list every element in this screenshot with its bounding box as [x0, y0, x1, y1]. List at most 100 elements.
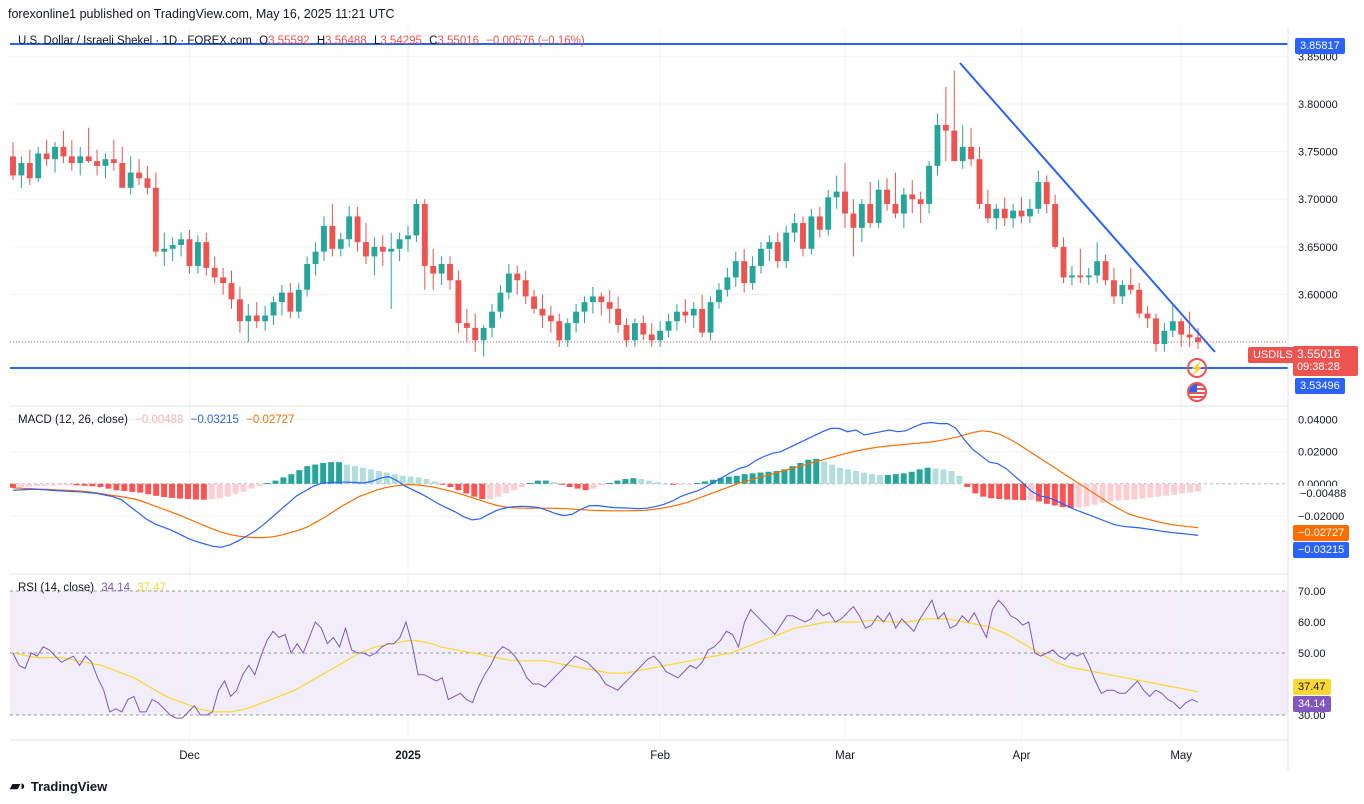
candle-body — [816, 216, 823, 230]
macd-histogram-bar — [876, 474, 883, 484]
symbol-title[interactable]: U.S. Dollar / Israeli Shekel · 1D · FORE… — [18, 35, 252, 47]
symbol-legend[interactable]: U.S. Dollar / Israeli Shekel · 1D · FORE… — [18, 35, 589, 47]
rsi-legend[interactable]: RSI (14, close) 34.14 37.47 — [18, 582, 170, 594]
macd-histogram-bar — [431, 481, 438, 484]
macd-histogram-bar — [351, 466, 358, 484]
candle-body — [934, 124, 941, 166]
candle-body — [682, 311, 689, 316]
macd-histogram-bar — [900, 473, 907, 484]
footer-brand[interactable]: ▰◗ TradingView — [10, 778, 107, 794]
macd-histogram-bar — [701, 481, 708, 484]
candle-body — [85, 156, 92, 162]
price-axis-label: 3.70000 — [1298, 194, 1338, 206]
macd-histogram-bar — [280, 477, 287, 484]
macd-pane[interactable] — [10, 421, 1201, 548]
low-value: 3.54295 — [380, 35, 422, 47]
flag-canton — [1189, 384, 1197, 392]
macd-axis-label: 0.04000 — [1298, 415, 1338, 427]
chart-frames — [10, 28, 1288, 739]
support-price-badge: 3.53496 — [1295, 378, 1345, 394]
candle-body — [119, 163, 126, 188]
candle-body — [766, 242, 773, 249]
macd-histogram-bar — [964, 483, 971, 488]
macd-histogram-bar — [1028, 483, 1034, 501]
candle-body — [102, 159, 109, 166]
macd-histogram-bar — [495, 483, 502, 497]
macd-histogram-bar — [57, 483, 64, 486]
open-label: O — [259, 35, 269, 47]
macd-histogram-bar — [10, 483, 16, 488]
macd-histogram-bar — [1067, 483, 1074, 508]
candle-body — [951, 130, 958, 162]
candle-body — [833, 191, 840, 198]
candle-body — [186, 239, 193, 266]
candle-body — [110, 159, 117, 164]
close-value: 3.55016 — [437, 35, 480, 47]
macd-legend[interactable]: MACD (12, 26, close) −0.00488 −0.03215 −… — [18, 414, 298, 426]
macd-histogram-bar — [932, 468, 939, 484]
macd-line — [12, 421, 1199, 548]
candle-body — [842, 191, 848, 214]
macd-histogram-bar — [892, 474, 899, 484]
macd-histogram-bar — [630, 478, 637, 484]
macd-histogram-bar — [972, 483, 979, 494]
resistance-price-badge: 3.85817 — [1295, 38, 1345, 54]
time-axis-label: May — [1170, 750, 1192, 762]
candle-body — [505, 273, 512, 293]
candle-body — [236, 299, 243, 322]
candle-body — [1195, 337, 1201, 343]
macd-histogram-bar — [686, 483, 692, 485]
candle-body — [867, 204, 874, 224]
candle-body — [909, 194, 916, 200]
rsi-line — [12, 599, 1199, 719]
macd-title[interactable]: MACD (12, 26, close) — [18, 414, 128, 426]
candle-body — [1077, 275, 1084, 278]
candle-body — [278, 292, 285, 303]
candle-body — [1035, 182, 1042, 209]
candle-body — [127, 172, 134, 188]
macd-histogram-bar — [65, 483, 72, 486]
macd-histogram-bar — [177, 483, 183, 499]
macd-histogram-bar — [582, 483, 589, 491]
macd-histogram-bar — [344, 464, 351, 484]
candle-body — [497, 292, 504, 312]
macd-histogram-bar — [1083, 483, 1090, 507]
macd-histogram-bar — [1107, 483, 1114, 502]
macd-histogram-bar — [41, 483, 48, 486]
macd-histogram-bar — [463, 483, 470, 494]
open-value: 3.55592 — [268, 35, 310, 47]
us-flag-icon[interactable] — [1187, 382, 1207, 402]
macd-hist-badge: −0.00488 — [1295, 486, 1352, 502]
candle-body — [1153, 318, 1159, 345]
macd-histogram-bar — [81, 483, 88, 486]
macd-histogram-bar — [1179, 483, 1186, 494]
candle-body — [858, 204, 865, 228]
macd-histogram-bar — [566, 483, 573, 488]
candle-body — [581, 302, 588, 312]
macd-histogram-bar — [375, 470, 382, 484]
flash-icon[interactable]: ⚡ — [1187, 358, 1207, 378]
macd-histogram-bar — [789, 466, 796, 484]
macd-histogram-bar — [1051, 483, 1058, 506]
macd-histogram-bar — [829, 464, 836, 484]
macd-histogram-bar — [447, 483, 454, 488]
candle-body — [194, 242, 201, 266]
candle-body — [1127, 285, 1134, 290]
rsi-title[interactable]: RSI (14, close) — [18, 582, 95, 594]
last-price-badge: 3.55016 09:38:28 — [1293, 346, 1358, 376]
macd-histogram-bar — [558, 483, 565, 485]
rsi-pane[interactable] — [10, 590, 1288, 719]
candle-body — [976, 159, 983, 204]
candle-body — [539, 308, 546, 316]
candle-body — [732, 261, 739, 278]
candle-body — [178, 239, 185, 245]
candle-body — [774, 242, 781, 262]
candle-body — [354, 216, 361, 243]
price-axis-label: 3.75000 — [1298, 147, 1338, 159]
candle-body — [917, 199, 924, 204]
macd-histogram-bar — [590, 483, 597, 489]
macd-histogram-bar — [304, 466, 311, 484]
macd-signal-line — [12, 430, 1199, 539]
price-pane[interactable] — [10, 43, 1288, 369]
